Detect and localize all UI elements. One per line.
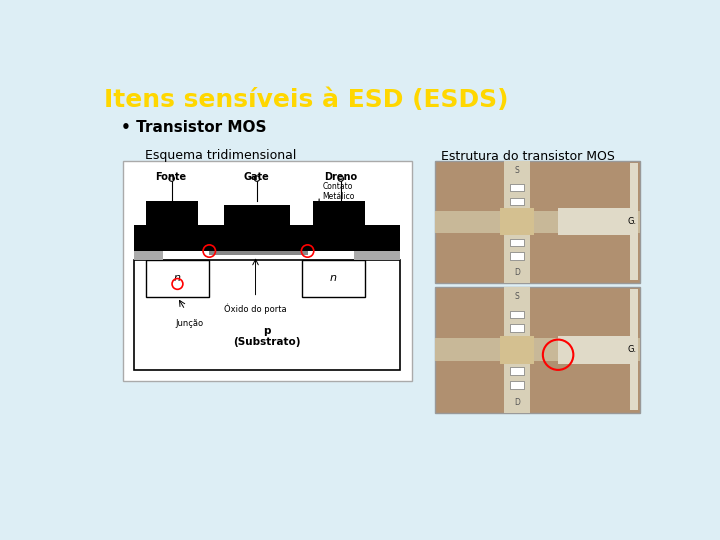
Text: Dreno: Dreno [324,172,357,182]
Bar [500,336,534,363]
Text: D: D [514,268,520,276]
Text: Esquema tridimensional: Esquema tridimensional [145,150,296,163]
Bar [435,287,640,413]
Text: D: D [514,397,520,407]
Bar [134,260,400,369]
Text: G.: G. [627,345,636,354]
Bar [210,247,307,255]
Bar [510,381,523,389]
Text: n: n [174,273,181,284]
Bar [435,339,640,361]
Bar [122,161,412,381]
Bar [630,289,638,410]
Bar [504,161,531,283]
Bar [510,239,523,246]
Bar [510,310,523,318]
Text: S: S [515,166,519,175]
Text: G.: G. [627,218,636,226]
Circle shape [338,176,343,181]
Text: Óxido do porta: Óxido do porta [224,303,287,314]
Text: p
(Substrato): p (Substrato) [233,326,301,347]
Bar [435,161,640,283]
Bar [313,200,365,229]
Bar [504,287,531,413]
Bar [145,200,198,229]
Text: Fonte: Fonte [155,172,186,182]
Bar [510,252,523,260]
Circle shape [254,176,260,181]
Bar [354,233,400,260]
Bar [500,208,534,235]
Bar [510,198,523,205]
Bar [302,260,365,297]
Text: Junção: Junção [175,319,203,328]
Text: Gate: Gate [243,172,269,182]
Text: Contato
Metálico: Contato Metálico [323,182,354,201]
Text: • Transistor MOS: • Transistor MOS [121,120,266,135]
Bar [510,184,523,192]
Bar [145,260,210,297]
Text: Estrutura do transistor MOS: Estrutura do transistor MOS [441,150,615,163]
Bar [510,367,523,375]
Bar [224,205,290,238]
Bar [630,164,638,280]
Bar [558,208,638,235]
Bar [134,233,163,260]
Bar [558,336,638,363]
Bar [510,325,523,332]
Circle shape [169,176,174,181]
Text: n: n [330,273,337,284]
Text: S: S [515,292,519,301]
Bar [134,225,400,251]
Text: Itens sensíveis à ESD (ESDS): Itens sensíveis à ESD (ESDS) [104,88,508,112]
Bar [435,211,640,233]
